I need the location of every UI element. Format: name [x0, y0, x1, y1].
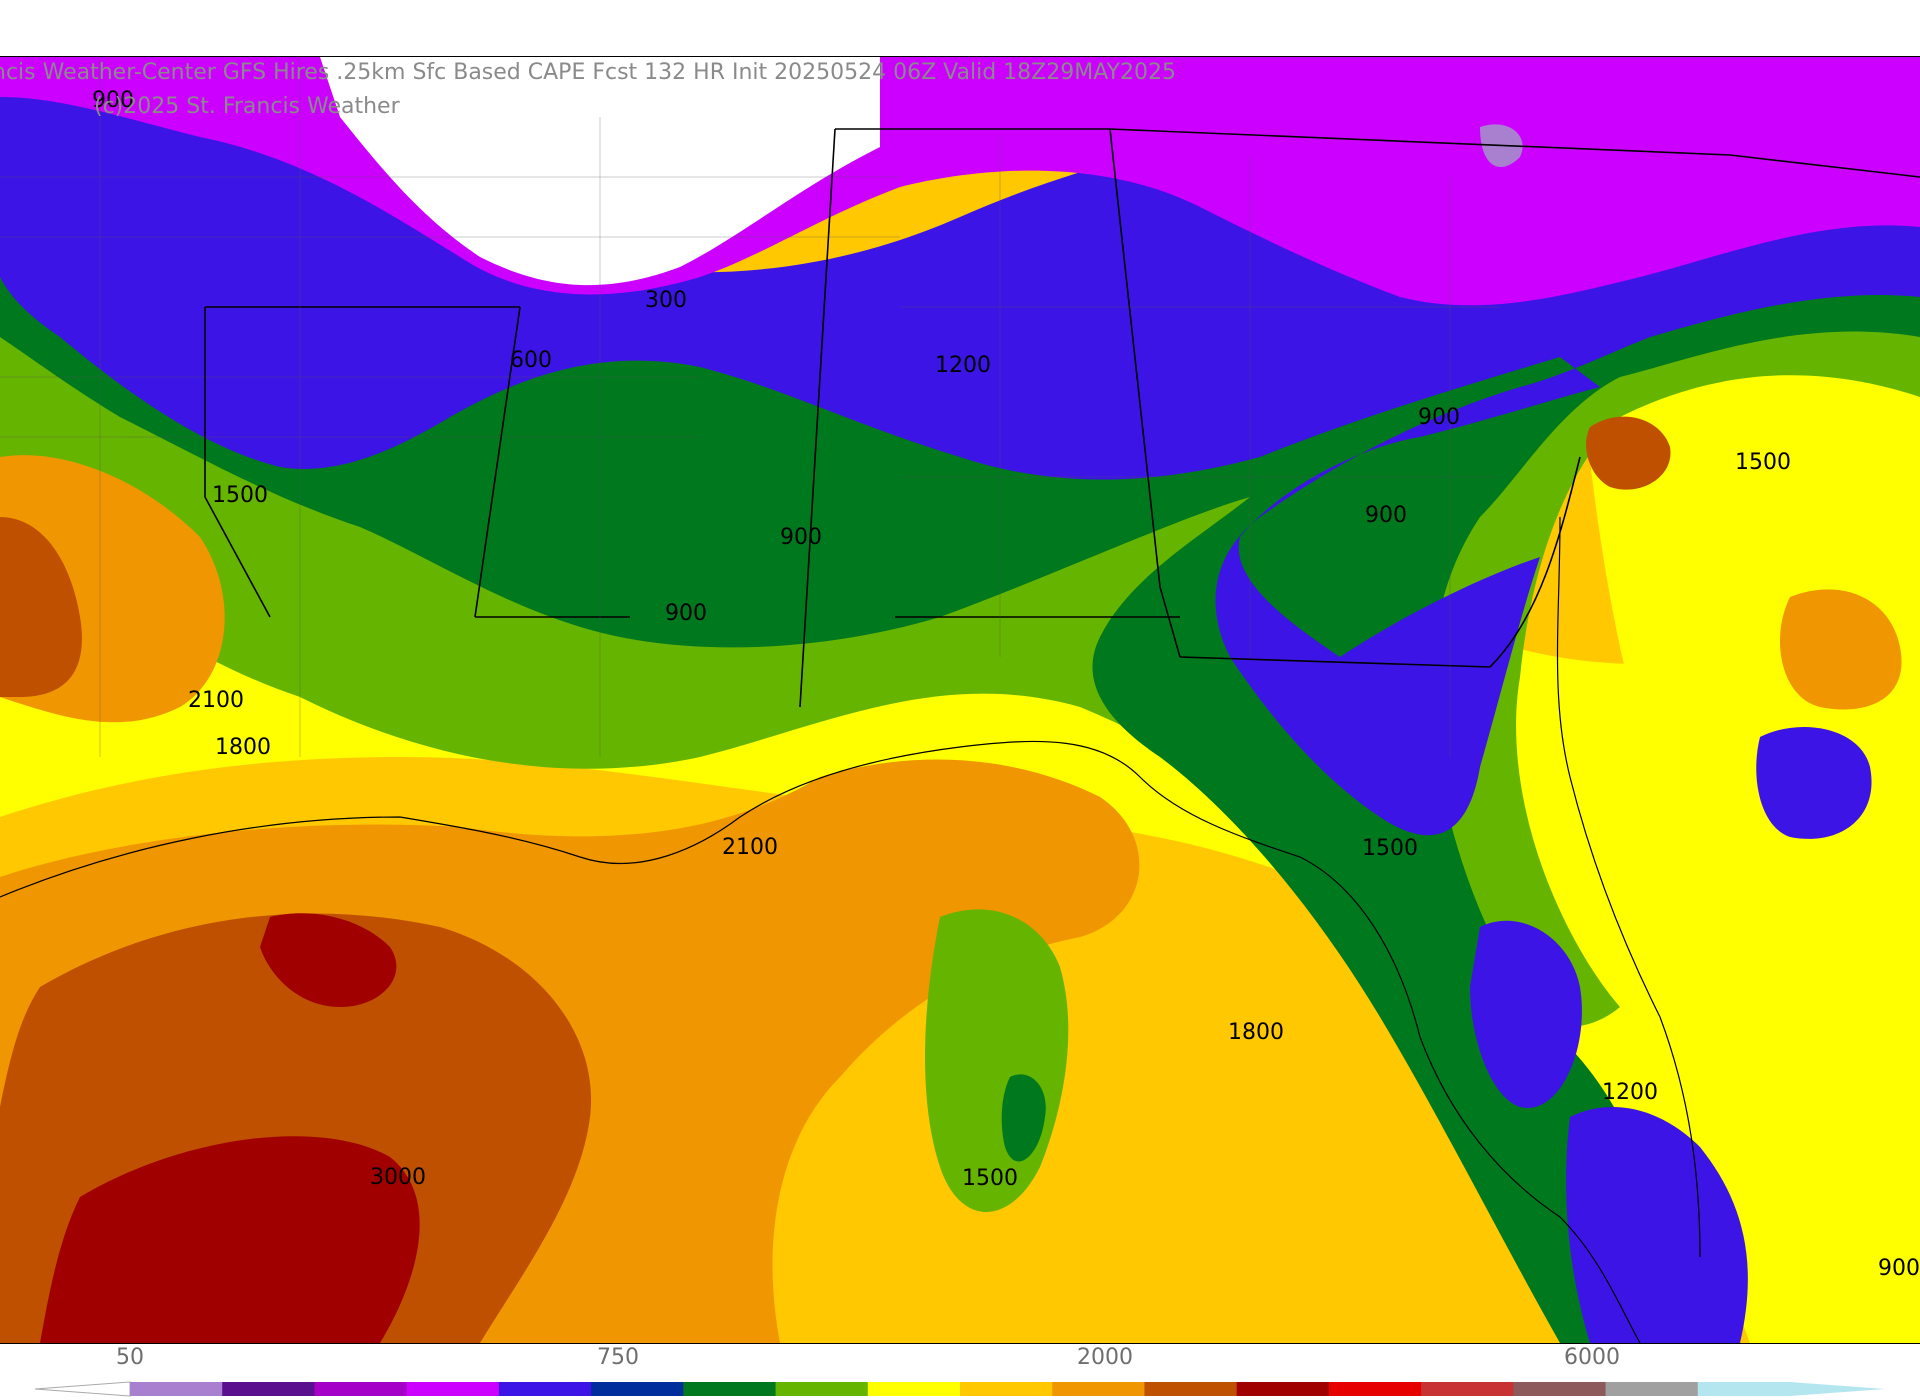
colorbar-swatch: [683, 1382, 777, 1396]
contour-label: 1200: [935, 353, 991, 378]
contour-label: 900: [1878, 1256, 1920, 1281]
cape-region-blue-east: [1756, 727, 1872, 839]
contour-label: 3000: [370, 1165, 426, 1190]
map-title: ncis Weather-Center GFS Hires .25km Sfc …: [0, 60, 1176, 85]
cape-region-blue-florida: [1470, 920, 1582, 1108]
colorbar-arrow-right: [1790, 1382, 1885, 1396]
colorbar-swatch: [1421, 1382, 1514, 1396]
colorbar-swatch: [1605, 1382, 1699, 1396]
colorbar-swatch: [867, 1382, 961, 1396]
colorbar-swatch: [960, 1382, 1053, 1396]
cape-region-brown-west: [0, 517, 82, 697]
colorbar-tick-label: 2000: [1077, 1345, 1133, 1370]
cape-region-brown-carolina: [1586, 416, 1671, 490]
state-borders: [204, 128, 1920, 708]
contour-label: 900: [665, 601, 707, 626]
contour-label: 900: [780, 525, 822, 550]
contour-label: 900: [92, 88, 134, 113]
colorbar-swatches: [34, 1381, 1885, 1397]
cape-region-darkred-small: [260, 913, 397, 1007]
cape-region-darkgreen-gulf: [1001, 1074, 1046, 1162]
colorbar-swatch: [1328, 1382, 1422, 1396]
colorbar-swatch: [1697, 1382, 1791, 1396]
colorbar-swatch: [314, 1382, 408, 1396]
contour-label: 1500: [962, 1166, 1018, 1191]
cape-region-yellow-east: [1580, 335, 1920, 1157]
contour-label: 1200: [1602, 1080, 1658, 1105]
coastline: [0, 516, 1701, 1343]
cape-field: 900 300 600 1200 900 1500 900 900 900 21…: [0, 57, 1920, 1343]
contour-labels: 900 300 600 1200 900 1500 900 900 900 21…: [92, 88, 1920, 1281]
contour-label: 600: [510, 348, 552, 373]
colorbar-swatch: [130, 1382, 223, 1396]
contour-label: 1500: [212, 483, 268, 508]
colorbar-swatch: [222, 1382, 315, 1396]
colorbar-tick-label: 6000: [1564, 1345, 1620, 1370]
colorbar-swatch: [775, 1382, 869, 1396]
cape-region-blue-south: [1566, 1107, 1748, 1343]
contour-label: 900: [1418, 405, 1460, 430]
colorbar-swatch: [1513, 1382, 1607, 1396]
contour-label: 1500: [1362, 836, 1418, 861]
contour-label: 2100: [188, 688, 244, 713]
colorbar-swatch: [1236, 1382, 1330, 1396]
colorbar-arrow-left: [34, 1381, 131, 1397]
cape-map: 900 300 600 1200 900 1500 900 900 900 21…: [0, 56, 1920, 1344]
colorbar-swatch: [591, 1382, 684, 1396]
contour-label: 1500: [1735, 450, 1791, 475]
contour-label: 300: [645, 288, 687, 313]
contour-label: 1800: [215, 735, 271, 760]
colorbar-tick-label: 50: [116, 1345, 144, 1370]
county-lines: [0, 57, 1500, 757]
colorbar-swatch: [498, 1382, 592, 1396]
colorbar-swatch: [406, 1382, 500, 1396]
colorbar-swatch: [1052, 1382, 1145, 1396]
colorbar: [0, 1342, 1920, 1400]
contour-label: 900: [1365, 503, 1407, 528]
cape-region-darkred: [40, 1136, 420, 1343]
colorbar-swatch: [1144, 1382, 1238, 1396]
contour-label: 2100: [722, 835, 778, 860]
cape-region-orange-east: [1780, 589, 1902, 710]
colorbar-tick-label: 750: [597, 1345, 639, 1370]
copyright-text: (c)2025 St. Francis Weather: [94, 94, 400, 119]
contour-label: 1800: [1228, 1020, 1284, 1045]
